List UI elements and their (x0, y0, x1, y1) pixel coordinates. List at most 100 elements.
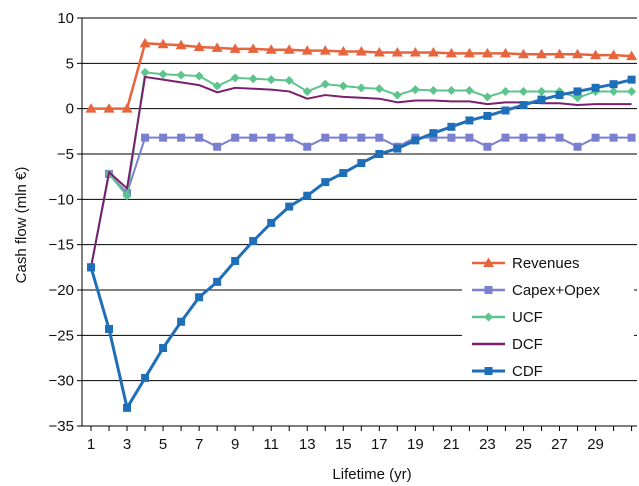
point-capex-opex (483, 142, 492, 151)
point-revenues (139, 37, 151, 48)
series-line-dcf (90, 75, 632, 268)
legend-marker-ucf (484, 312, 493, 322)
legend-marker-cdf (484, 367, 493, 375)
legend-box (462, 246, 634, 380)
point-revenues (301, 45, 313, 55)
point-cdf (537, 95, 546, 104)
x-tick-label: 23 (479, 436, 496, 453)
point-capex-opex (375, 133, 384, 142)
point-cdf (123, 403, 132, 412)
point-capex-opex (177, 133, 186, 142)
point-ucf (212, 81, 222, 91)
y-tick-label: −30 (49, 373, 74, 390)
point-capex-opex (609, 133, 618, 142)
point-capex-opex (591, 133, 600, 142)
point-ucf (230, 73, 240, 83)
point-ucf (428, 86, 438, 96)
point-ucf (194, 71, 204, 81)
series-line-ucf (90, 71, 632, 268)
legend-marker-capex-opex (484, 286, 493, 294)
point-revenues (445, 47, 457, 58)
point-revenues (247, 43, 259, 53)
y-axis-label: Cash flow (mln €) (13, 167, 30, 284)
x-tick-label: 7 (195, 436, 203, 453)
point-capex-opex (303, 142, 312, 151)
series-layer (85, 37, 638, 412)
point-capex-opex (321, 133, 330, 142)
legend-marker-revenues (483, 257, 494, 267)
point-revenues (391, 46, 403, 57)
point-revenues (265, 44, 277, 54)
point-cdf (393, 144, 402, 153)
point-ucf (446, 86, 456, 96)
y-tick-label: −20 (49, 282, 74, 299)
x-tick-labels: 1 3 5 7 9 11 13 15 17 19 21 23 25 27 29 (87, 436, 604, 453)
point-capex-opex (627, 133, 636, 142)
point-cdf (627, 75, 636, 84)
x-tick-label: 3 (123, 436, 131, 453)
y-tick-label: −15 (49, 237, 74, 254)
x-tick-label: 15 (335, 436, 352, 453)
point-cdf (159, 344, 168, 353)
point-capex-opex (267, 133, 276, 142)
point-revenues (355, 46, 367, 56)
point-cdf (573, 87, 582, 96)
point-cdf (429, 129, 438, 138)
point-cdf (321, 178, 330, 187)
point-revenues (499, 47, 511, 58)
point-cdf (87, 263, 96, 272)
point-cdf (447, 122, 456, 131)
point-cdf (177, 317, 186, 326)
point-revenues (626, 50, 638, 61)
point-ucf (573, 93, 583, 103)
x-tick-label: 27 (551, 436, 568, 453)
point-ucf (320, 79, 330, 89)
point-ucf (338, 81, 348, 91)
point-revenues (517, 48, 529, 59)
y-tick-label: 10 (57, 10, 74, 27)
point-ucf (536, 86, 546, 96)
point-ucf (266, 75, 276, 85)
x-tick-label: 1 (87, 436, 95, 453)
point-revenues (211, 42, 223, 52)
point-cdf (519, 101, 528, 110)
point-capex-opex (555, 133, 564, 142)
legend-label-ucf: UCF (512, 309, 543, 326)
point-cdf (267, 218, 276, 227)
point-capex-opex (159, 133, 168, 142)
point-ucf (609, 86, 619, 96)
point-cdf (195, 293, 204, 302)
y-tick-label: −5 (57, 146, 74, 163)
point-revenues (103, 103, 115, 113)
x-axis-label: Lifetime (yr) (332, 466, 411, 483)
point-revenues (193, 41, 205, 52)
legend-label-capex-opex: Capex+Opex (512, 282, 600, 299)
y-tick-label: 0 (66, 101, 74, 118)
point-ucf (356, 83, 366, 93)
point-cdf (357, 159, 366, 168)
series-cdf (87, 75, 636, 412)
point-ucf (392, 90, 402, 100)
point-cdf (303, 191, 312, 200)
point-capex-opex (213, 142, 222, 151)
point-capex-opex (285, 133, 294, 142)
point-revenues (409, 46, 421, 57)
point-revenues (319, 45, 331, 55)
point-cdf (465, 116, 474, 125)
point-cdf (609, 80, 618, 89)
point-revenues (121, 103, 133, 113)
point-ucf (627, 86, 637, 96)
point-cdf (501, 106, 510, 115)
point-revenues (572, 48, 584, 59)
y-tick-label: 5 (66, 55, 74, 72)
point-capex-opex (195, 133, 204, 142)
point-cdf (411, 136, 420, 145)
point-cdf (555, 91, 564, 100)
point-capex-opex (537, 133, 546, 142)
point-ucf (176, 70, 186, 80)
point-ucf (284, 76, 294, 86)
point-revenues (337, 46, 349, 56)
x-tick-label: 19 (407, 436, 424, 453)
point-capex-opex (231, 133, 240, 142)
